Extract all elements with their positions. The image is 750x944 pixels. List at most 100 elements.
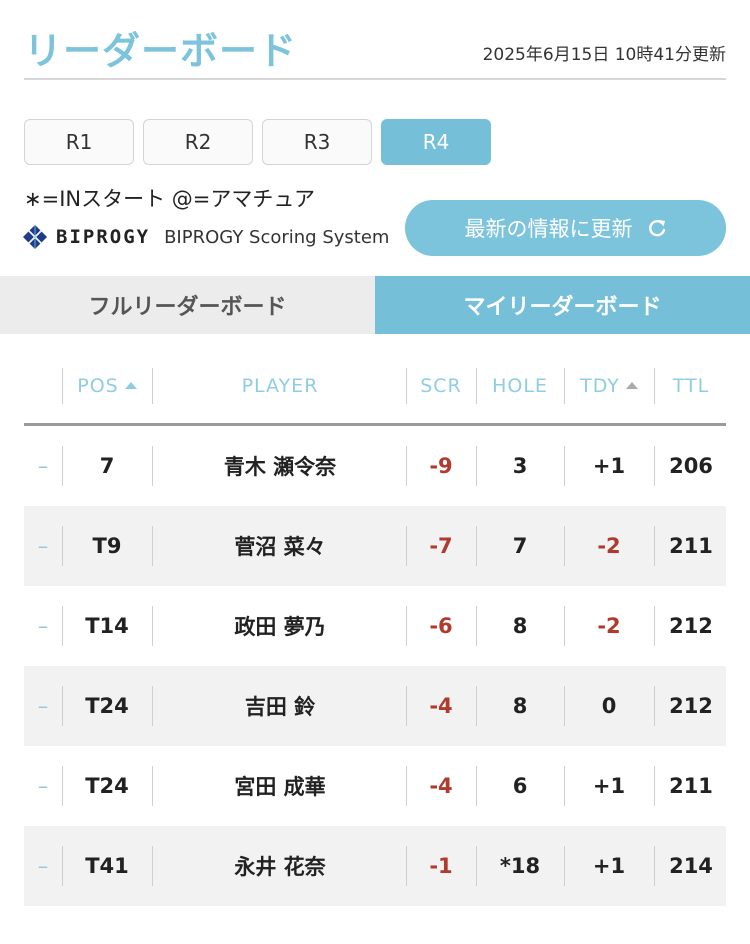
column-header-tdy[interactable]: TDY — [564, 348, 654, 423]
sponsor-brand: BIPROGY — [56, 226, 151, 248]
round-tab-r1[interactable]: R1 — [24, 119, 134, 165]
column-divider — [62, 526, 63, 566]
table-body: – 7 青木 瀬令奈 -9 3 +1 206 – T9 菅沼 菜々 -7 7 -2 211 – T14 政田 夢… — [24, 426, 726, 906]
row-score: -4 — [429, 774, 453, 798]
row-score: -7 — [429, 534, 453, 558]
leaderboard-table: POS PLAYER SCR HOLE TDY TTL – 7 青木 瀬令奈 -9 3 +… — [24, 348, 726, 906]
table-row[interactable]: – T41 永井 花奈 -1 *18 +1 214 — [24, 826, 726, 906]
column-divider — [654, 606, 655, 646]
row-score: -6 — [429, 614, 453, 638]
column-header-scr: SCR — [420, 374, 462, 397]
column-divider — [564, 766, 565, 806]
column-divider — [654, 446, 655, 486]
column-divider — [654, 686, 655, 726]
refresh-button[interactable]: 最新の情報に更新 — [405, 200, 726, 256]
page-header: リーダーボード 2025年6月15日 10時41分更新 — [24, 0, 726, 80]
last-updated-timestamp: 2025年6月15日 10時41分更新 — [482, 45, 726, 65]
column-header-tdy-label: TDY — [580, 374, 620, 397]
tab-my-leaderboard[interactable]: マイリーダーボード — [375, 276, 750, 334]
row-total: 211 — [669, 774, 713, 798]
column-divider — [62, 606, 63, 646]
column-header-hole: HOLE — [492, 374, 548, 397]
column-divider — [406, 686, 407, 726]
row-player-name: 青木 瀬令奈 — [223, 455, 337, 479]
row-total: 212 — [669, 614, 713, 638]
row-player-name: 永井 花奈 — [234, 855, 326, 879]
row-today: +1 — [592, 774, 626, 798]
position-change-indicator: – — [37, 614, 49, 638]
column-divider — [152, 686, 153, 726]
column-divider — [564, 446, 565, 486]
column-header-ttl: TTL — [672, 374, 710, 397]
column-divider — [476, 606, 477, 646]
refresh-icon — [648, 219, 665, 237]
table-row[interactable]: – T24 吉田 鈴 -4 8 0 212 — [24, 666, 726, 746]
leaderboard-tabs: フルリーダーボード マイリーダーボード — [0, 276, 750, 334]
column-divider — [406, 446, 407, 486]
column-divider — [564, 846, 565, 886]
row-position: T14 — [85, 614, 129, 638]
round-tab-r4[interactable]: R4 — [381, 119, 491, 165]
column-divider — [62, 766, 63, 806]
round-tab-r3[interactable]: R3 — [262, 119, 372, 165]
position-change-indicator: – — [37, 694, 49, 718]
row-score: -1 — [429, 854, 453, 878]
row-today: 0 — [601, 694, 617, 718]
column-divider — [406, 846, 407, 886]
table-row[interactable]: – T9 菅沼 菜々 -7 7 -2 211 — [24, 506, 726, 586]
row-today: -2 — [597, 614, 621, 638]
symbol-legend: ∗=INスタート @=アマチュア — [24, 187, 315, 211]
row-today: -2 — [597, 534, 621, 558]
row-position: T24 — [85, 694, 129, 718]
row-today: +1 — [592, 454, 626, 478]
column-divider — [406, 526, 407, 566]
sponsor-credit: BIPROGY BIPROGY Scoring System — [22, 224, 389, 250]
row-hole: 8 — [512, 694, 528, 718]
row-total: 211 — [669, 534, 713, 558]
row-hole: 8 — [512, 614, 528, 638]
table-row[interactable]: – 7 青木 瀬令奈 -9 3 +1 206 — [24, 426, 726, 506]
refresh-button-label: 最新の情報に更新 — [464, 218, 633, 241]
row-player-name: 政田 夢乃 — [234, 615, 326, 639]
column-divider — [564, 686, 565, 726]
row-player-name: 吉田 鈴 — [244, 695, 316, 719]
column-header-pos[interactable]: POS — [62, 348, 152, 423]
column-divider — [406, 766, 407, 806]
column-divider — [476, 686, 477, 726]
position-change-indicator: – — [37, 774, 49, 798]
row-total: 212 — [669, 694, 713, 718]
row-today: +1 — [592, 854, 626, 878]
row-position: T9 — [92, 534, 122, 558]
row-position: 7 — [99, 454, 115, 478]
column-divider — [476, 446, 477, 486]
position-change-indicator: – — [37, 854, 49, 878]
table-row[interactable]: – T14 政田 夢乃 -6 8 -2 212 — [24, 586, 726, 666]
column-divider — [152, 846, 153, 886]
row-player-name: 宮田 成華 — [234, 775, 326, 799]
table-row[interactable]: – T24 宮田 成華 -4 6 +1 211 — [24, 746, 726, 826]
column-divider — [564, 526, 565, 566]
row-hole: 3 — [512, 454, 528, 478]
row-hole: 6 — [512, 774, 528, 798]
sort-up-icon — [124, 382, 137, 389]
sort-up-icon — [625, 382, 638, 389]
row-score: -9 — [429, 454, 453, 478]
row-player-name: 菅沼 菜々 — [234, 535, 326, 559]
column-header-pos-label: POS — [77, 374, 119, 397]
column-divider — [476, 846, 477, 886]
tab-full-leaderboard[interactable]: フルリーダーボード — [0, 276, 375, 334]
column-divider — [654, 526, 655, 566]
row-score: -4 — [429, 694, 453, 718]
column-divider — [62, 446, 63, 486]
row-position: T24 — [85, 774, 129, 798]
column-divider — [476, 766, 477, 806]
column-divider — [152, 526, 153, 566]
round-tab-r2[interactable]: R2 — [143, 119, 253, 165]
row-hole: *18 — [499, 854, 541, 878]
column-divider — [152, 606, 153, 646]
column-divider — [564, 606, 565, 646]
column-divider — [152, 766, 153, 806]
column-divider — [654, 766, 655, 806]
biprogy-logo-icon — [23, 225, 47, 249]
round-tabs: R1 R2 R3 R4 — [24, 119, 491, 165]
